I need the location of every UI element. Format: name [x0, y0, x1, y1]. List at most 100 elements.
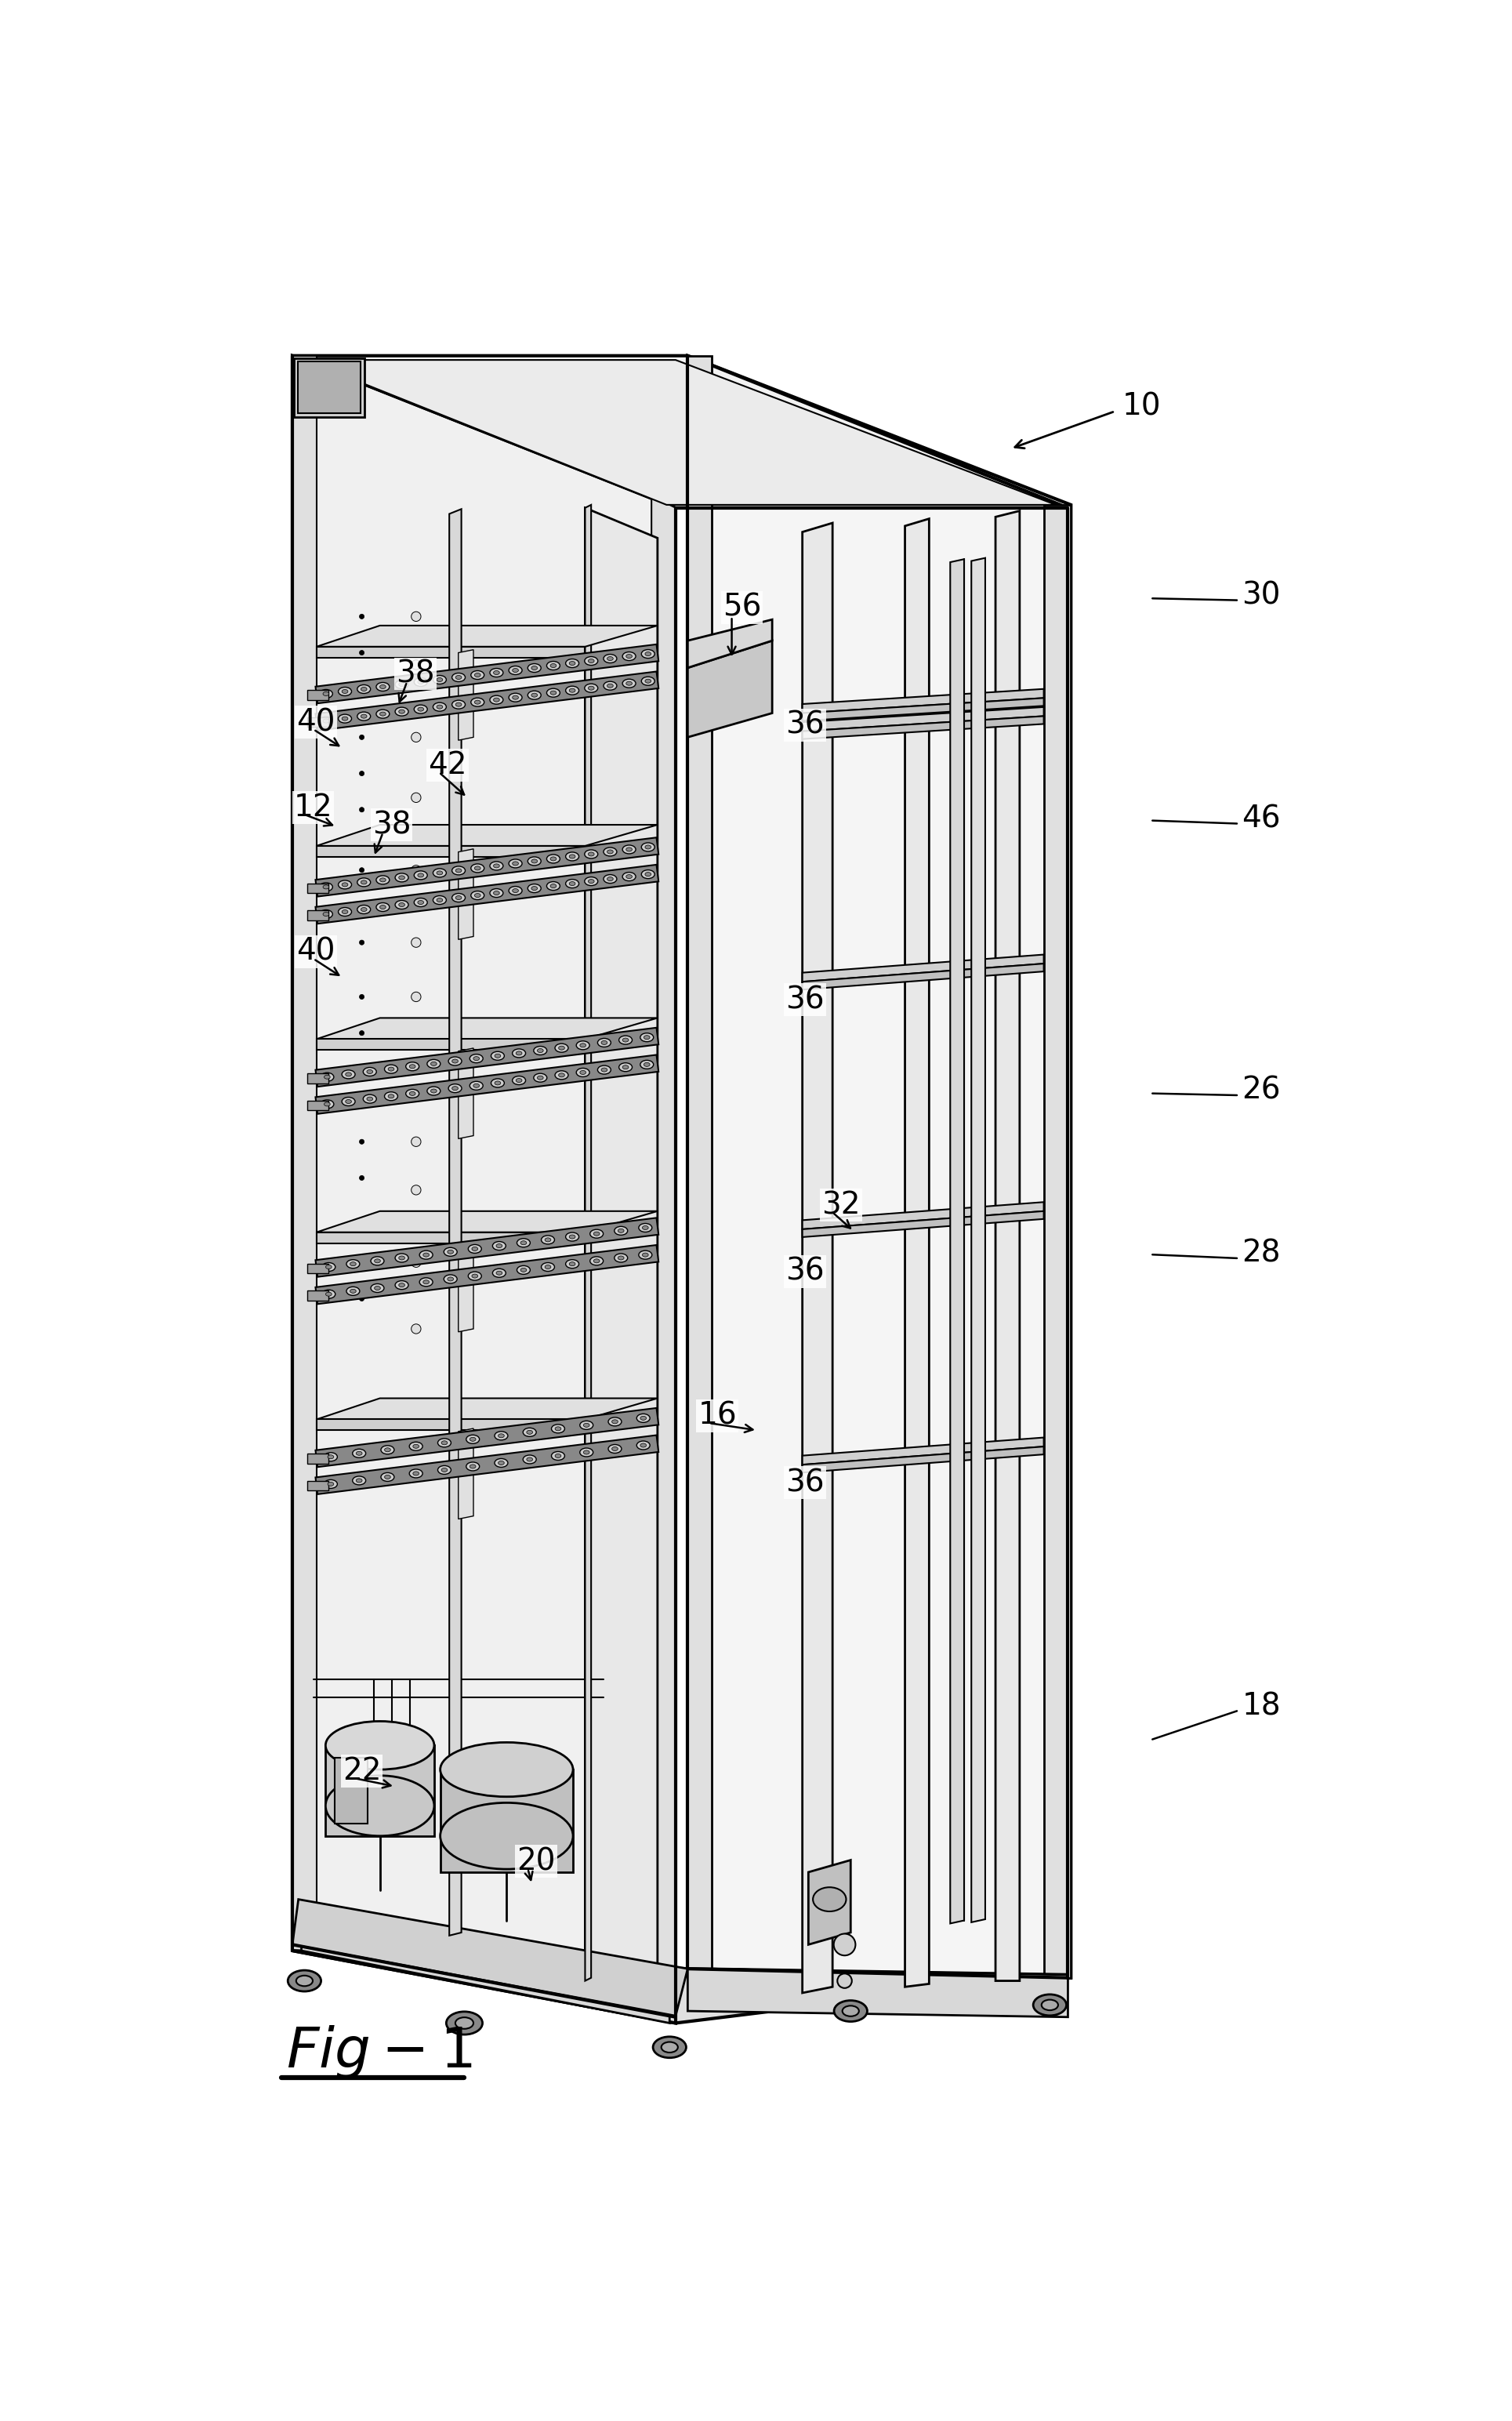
Ellipse shape: [325, 1293, 331, 1295]
Ellipse shape: [423, 1281, 429, 1283]
Ellipse shape: [547, 688, 559, 697]
Ellipse shape: [395, 1254, 408, 1261]
Text: 10: 10: [1122, 392, 1161, 421]
Polygon shape: [292, 356, 676, 2024]
Ellipse shape: [513, 1075, 526, 1085]
Circle shape: [360, 1031, 364, 1036]
Ellipse shape: [569, 1235, 575, 1240]
Text: 40: 40: [296, 937, 336, 966]
Ellipse shape: [490, 668, 503, 678]
Ellipse shape: [399, 903, 405, 908]
Ellipse shape: [602, 1041, 608, 1043]
Ellipse shape: [569, 1261, 575, 1266]
Polygon shape: [458, 1048, 473, 1138]
Ellipse shape: [552, 1453, 564, 1460]
Ellipse shape: [565, 685, 579, 695]
Ellipse shape: [550, 884, 556, 889]
Ellipse shape: [431, 1063, 437, 1065]
Ellipse shape: [475, 673, 481, 678]
Text: 30: 30: [1241, 581, 1281, 610]
Text: 28: 28: [1241, 1240, 1281, 1269]
Ellipse shape: [324, 1479, 337, 1489]
Ellipse shape: [641, 869, 655, 879]
Ellipse shape: [325, 1266, 331, 1269]
Ellipse shape: [491, 1051, 505, 1060]
Polygon shape: [316, 1017, 658, 1039]
Ellipse shape: [432, 896, 446, 905]
Ellipse shape: [523, 1455, 537, 1465]
Ellipse shape: [641, 843, 655, 852]
Ellipse shape: [321, 1099, 334, 1109]
Ellipse shape: [588, 879, 594, 884]
Ellipse shape: [594, 1259, 600, 1264]
Ellipse shape: [555, 1455, 561, 1457]
Ellipse shape: [618, 1063, 632, 1073]
Ellipse shape: [497, 1460, 503, 1465]
Ellipse shape: [324, 1102, 330, 1106]
Ellipse shape: [603, 654, 617, 663]
Polygon shape: [307, 884, 328, 893]
Ellipse shape: [490, 695, 503, 705]
Ellipse shape: [472, 1273, 478, 1278]
Ellipse shape: [508, 666, 522, 675]
Ellipse shape: [496, 1271, 502, 1276]
Ellipse shape: [534, 1073, 547, 1082]
Ellipse shape: [576, 1068, 590, 1077]
Ellipse shape: [531, 859, 537, 864]
Text: 36: 36: [785, 709, 824, 741]
Ellipse shape: [472, 1247, 478, 1252]
Ellipse shape: [579, 1448, 593, 1457]
Ellipse shape: [455, 896, 461, 901]
Ellipse shape: [528, 857, 541, 864]
Circle shape: [360, 688, 364, 692]
Polygon shape: [316, 399, 591, 1920]
Ellipse shape: [426, 1060, 440, 1068]
Ellipse shape: [490, 889, 503, 898]
Circle shape: [411, 993, 420, 1002]
Polygon shape: [316, 1436, 659, 1494]
Polygon shape: [307, 1455, 328, 1462]
Ellipse shape: [324, 1453, 337, 1462]
Ellipse shape: [319, 717, 333, 726]
Ellipse shape: [346, 1259, 360, 1269]
Ellipse shape: [602, 1068, 608, 1073]
Circle shape: [411, 937, 420, 947]
Circle shape: [360, 806, 364, 811]
Ellipse shape: [517, 1240, 531, 1247]
Polygon shape: [458, 850, 473, 939]
Polygon shape: [803, 697, 1043, 721]
Ellipse shape: [413, 1472, 419, 1474]
Ellipse shape: [395, 1281, 408, 1290]
Ellipse shape: [547, 881, 559, 891]
Polygon shape: [316, 845, 585, 857]
Ellipse shape: [475, 867, 481, 869]
Polygon shape: [307, 1482, 328, 1491]
Ellipse shape: [643, 1225, 649, 1230]
Ellipse shape: [537, 1048, 543, 1053]
Polygon shape: [304, 361, 1055, 506]
Ellipse shape: [357, 905, 370, 913]
Polygon shape: [334, 1758, 367, 1823]
Ellipse shape: [513, 668, 519, 673]
Ellipse shape: [448, 1249, 454, 1254]
Ellipse shape: [641, 649, 655, 659]
Ellipse shape: [380, 879, 386, 881]
Ellipse shape: [437, 678, 443, 683]
Ellipse shape: [493, 671, 499, 675]
Ellipse shape: [376, 683, 390, 690]
Ellipse shape: [644, 1063, 650, 1068]
Ellipse shape: [339, 881, 352, 889]
Ellipse shape: [565, 1232, 579, 1242]
Ellipse shape: [325, 1721, 434, 1770]
Polygon shape: [316, 1244, 659, 1305]
Polygon shape: [809, 1859, 851, 1944]
Text: 46: 46: [1241, 804, 1281, 833]
Ellipse shape: [319, 910, 333, 918]
Ellipse shape: [380, 712, 386, 717]
Circle shape: [360, 1259, 364, 1264]
Ellipse shape: [466, 1462, 479, 1472]
Ellipse shape: [547, 661, 559, 671]
Ellipse shape: [367, 1097, 373, 1102]
Ellipse shape: [448, 1278, 454, 1281]
Ellipse shape: [541, 1264, 555, 1271]
